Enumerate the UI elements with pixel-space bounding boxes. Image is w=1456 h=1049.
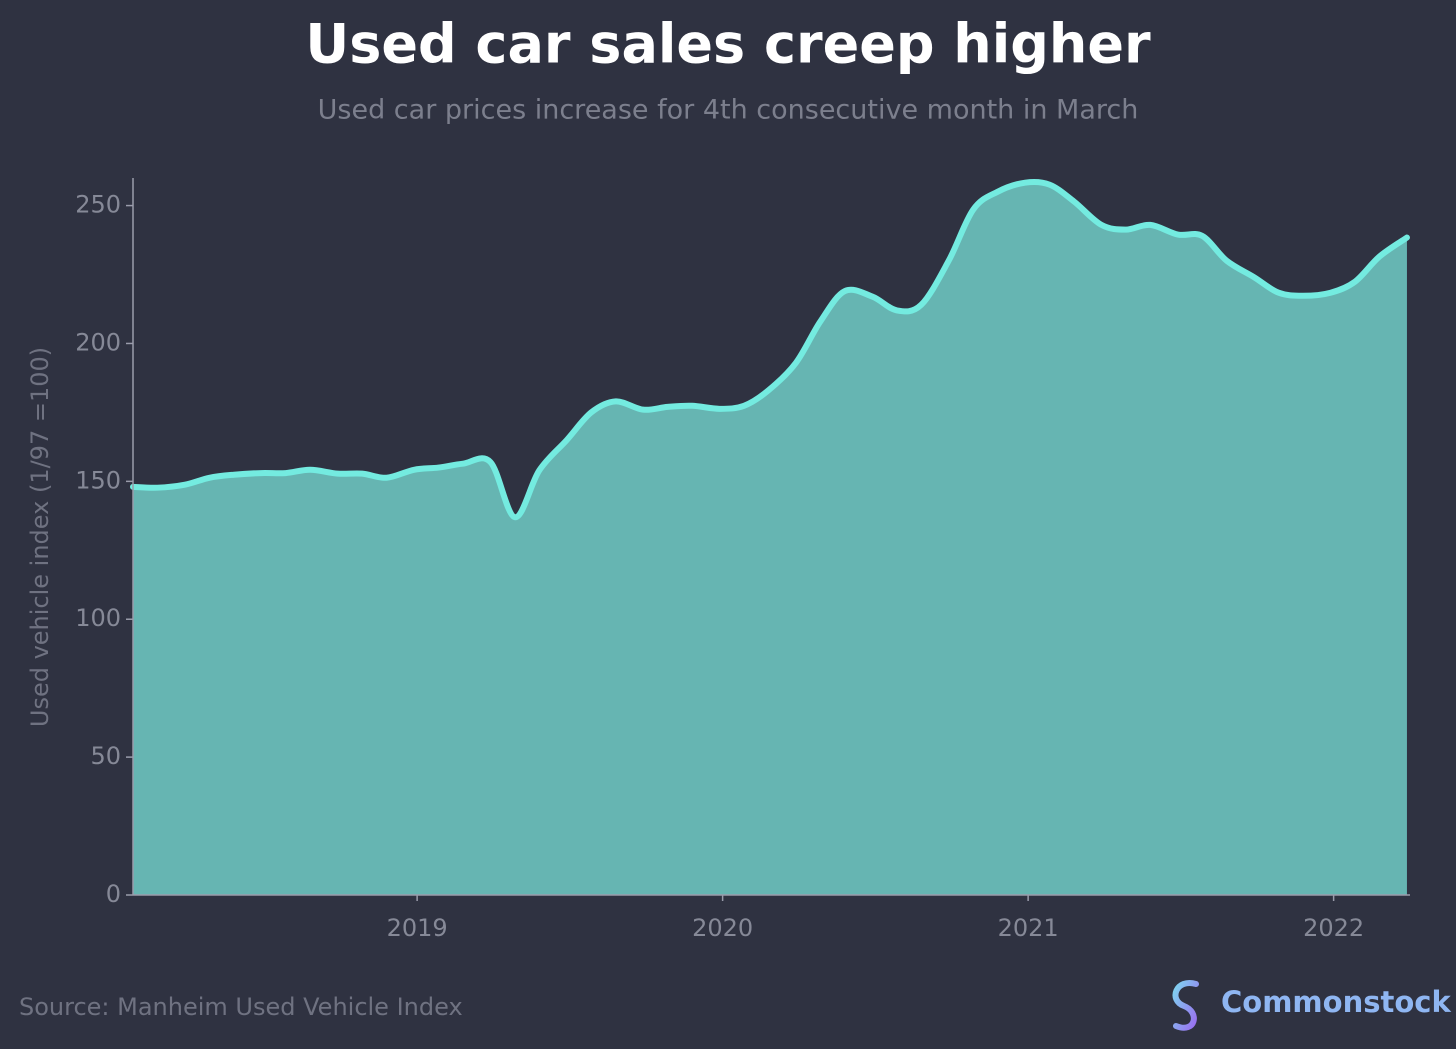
y-tick-label: 50 bbox=[90, 742, 121, 770]
area-line bbox=[130, 178, 1410, 521]
brand-name: Commonstock bbox=[1221, 985, 1451, 1019]
area-fill bbox=[133, 181, 1407, 895]
brand-logo: Commonstock bbox=[1172, 980, 1451, 1031]
y-tick-label: 150 bbox=[75, 466, 121, 494]
y-tick-label: 0 bbox=[106, 880, 121, 908]
chart-subtitle: Used car prices increase for 4th consecu… bbox=[318, 95, 1139, 126]
x-tick-label: 2021 bbox=[998, 914, 1059, 942]
source-note: Source: Manheim Used Vehicle Index bbox=[19, 993, 463, 1021]
y-tick-label: 250 bbox=[75, 191, 121, 219]
logo-icon bbox=[1172, 980, 1199, 1031]
chart-title: Used car sales creep higher bbox=[305, 13, 1151, 76]
x-tick-label: 2019 bbox=[387, 914, 448, 942]
y-axis-label: Used vehicle index (1/97 =100) bbox=[26, 347, 54, 727]
y-tick-label: 100 bbox=[75, 604, 121, 632]
x-tick-label: 2022 bbox=[1303, 914, 1364, 942]
y-tick-label: 200 bbox=[75, 328, 121, 356]
x-tick-label: 2020 bbox=[692, 914, 753, 942]
